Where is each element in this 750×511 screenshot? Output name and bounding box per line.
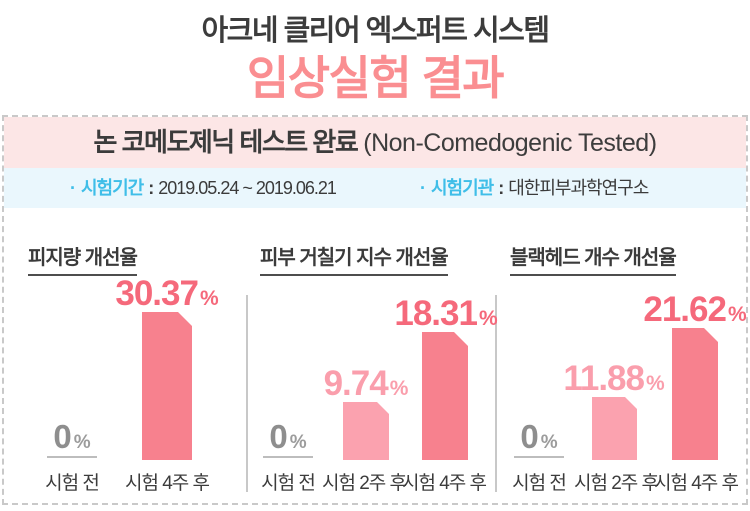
- sebum-zero-baseline: [47, 456, 97, 458]
- blackhead-week4-value: 21.62%: [625, 292, 750, 335]
- zero-number: 0: [269, 418, 288, 455]
- chart-divider: [495, 295, 497, 492]
- bullet-icon: ·: [420, 178, 426, 198]
- roughness-zero-baseline: [263, 456, 313, 458]
- test-info-bar: · 시험기간:2019.05.24 ~ 2019.06.21 · 시험기관: 대한피부…: [4, 168, 746, 208]
- percent-sign: %: [645, 372, 665, 395]
- blackhead-week4-label: 시험 4주 후: [653, 473, 739, 494]
- zero-number: 0: [520, 418, 539, 455]
- value-number: 30.37: [115, 274, 199, 313]
- test-agency: · 시험기관: 대한피부과학연구소: [420, 168, 649, 208]
- blackhead-week2-bar: [592, 397, 637, 460]
- page-subtitle: 아크네 클리어 엑스퍼트 시스템: [201, 15, 550, 47]
- value-number: 18.31: [394, 294, 478, 333]
- zero-number: 0: [53, 418, 72, 455]
- chart-title-roughness: 피부 거칠기 지수 개선율: [260, 241, 449, 276]
- chart-title-blackhead: 블랙헤드 개수 개선율: [510, 241, 677, 276]
- panel-heading-english: (Non-Comedogenic Tested): [363, 129, 657, 157]
- test-agency-label: 시험기관: [431, 178, 494, 198]
- roughness-week4-label: 시험 4주 후: [401, 473, 487, 494]
- blackhead-week4-bar: [672, 328, 718, 460]
- roughness-week4-value: 18.31%: [376, 296, 516, 339]
- blackhead-before-label: 시험 전: [512, 473, 567, 494]
- roughness-week2-label: 시험 2주 후: [321, 473, 407, 494]
- chart-divider: [246, 295, 248, 492]
- roughness-week4-bar: [422, 332, 468, 460]
- percent-sign: %: [289, 432, 307, 453]
- value-number: 9.74: [323, 364, 389, 403]
- page-title: 임상실험 결과: [246, 52, 505, 104]
- percent-sign: %: [73, 432, 91, 453]
- sebum-week4-value: 30.37%: [97, 276, 237, 319]
- percent-sign: %: [727, 303, 747, 326]
- test-agency-value: 대한피부과학연구소: [508, 178, 649, 198]
- test-agency-separator: :: [498, 178, 504, 198]
- blackhead-week2-value: 11.88%: [544, 361, 684, 404]
- chart-title-sebum: 피지량 개선율: [28, 241, 138, 276]
- blackhead-zero-baseline: [514, 456, 564, 458]
- percent-sign: %: [478, 307, 498, 330]
- bullet-icon: ·: [70, 178, 76, 198]
- blackhead-zero-value: 0%: [491, 420, 587, 461]
- value-number: 21.62: [643, 290, 727, 329]
- test-period-separator: :: [148, 178, 154, 198]
- sebum-week4-bar: [142, 312, 192, 460]
- sebum-before-label: 시험 전: [45, 473, 100, 494]
- test-period-label: 시험기간: [81, 178, 144, 198]
- percent-sign: %: [540, 432, 558, 453]
- roughness-week2-bar: [343, 402, 389, 460]
- percent-sign: %: [389, 377, 409, 400]
- roughness-before-label: 시험 전: [261, 473, 316, 494]
- sebum-week4-label: 시험 4주 후: [124, 473, 210, 494]
- value-number: 11.88: [563, 359, 645, 398]
- panel-heading: 논 코메도제닉 테스트 완료 (Non-Comedogenic Tested): [4, 117, 746, 168]
- percent-sign: %: [199, 287, 219, 310]
- test-period: · 시험기간:2019.05.24 ~ 2019.06.21: [70, 168, 337, 208]
- test-period-value: 2019.05.24 ~ 2019.06.21: [158, 178, 337, 198]
- blackhead-week2-label: 시험 2주 후: [573, 473, 659, 494]
- roughness-week2-value: 9.74%: [296, 366, 436, 409]
- sebum-zero-value: 0%: [24, 420, 120, 461]
- roughness-zero-value: 0%: [240, 420, 336, 461]
- panel-heading-korean: 논 코메도제닉 테스트 완료: [93, 127, 358, 157]
